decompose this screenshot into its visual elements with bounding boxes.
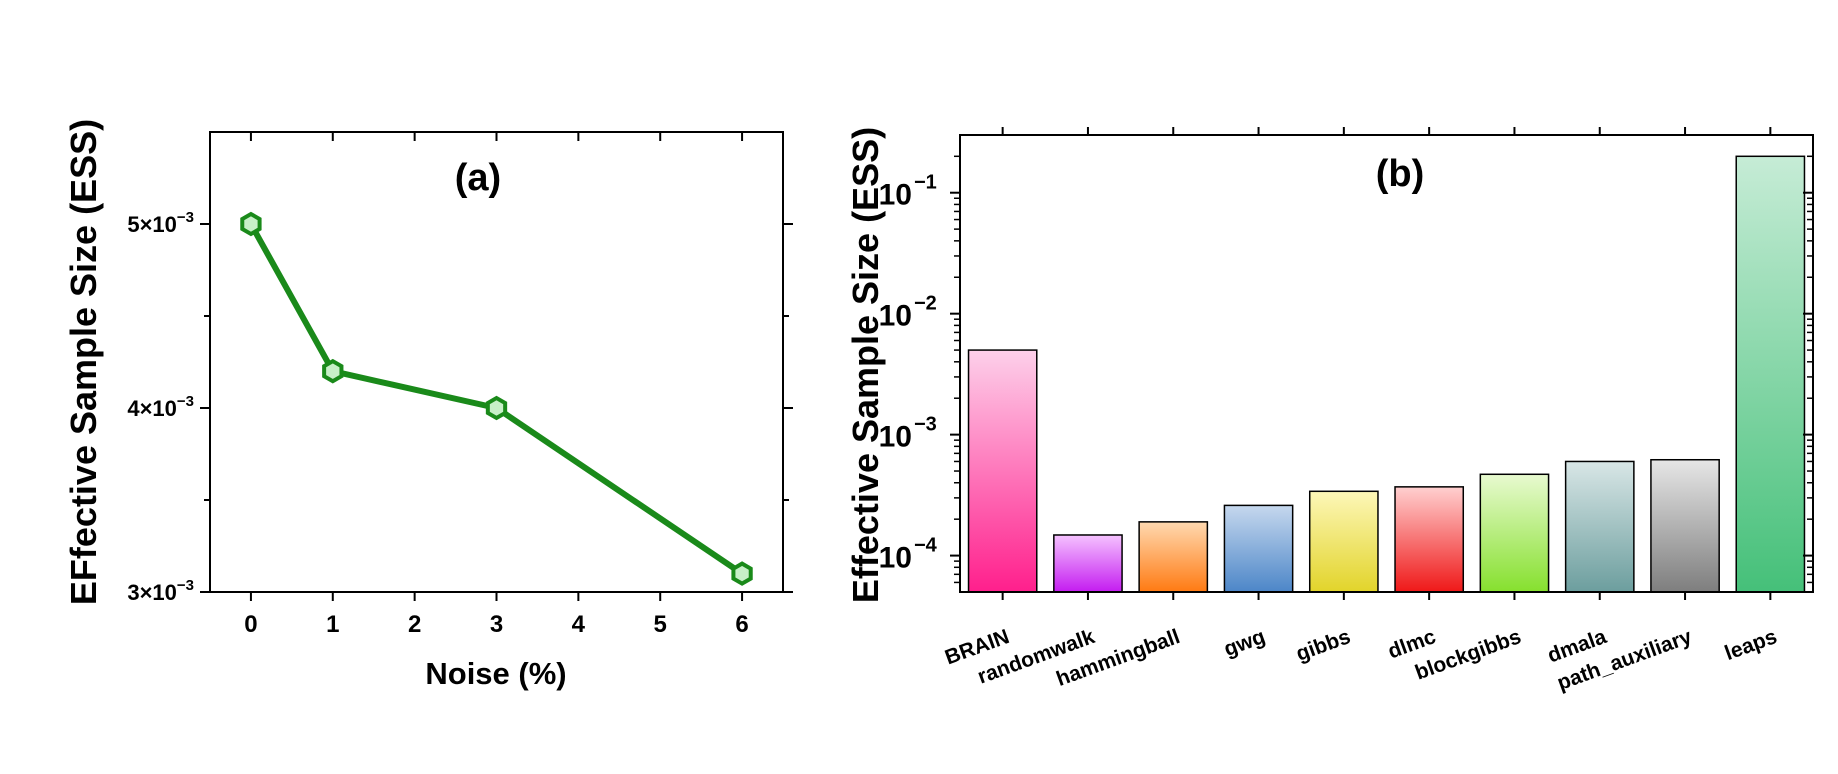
x-tick-label: 0	[244, 611, 257, 638]
panel-a-x-axis-label: Noise (%)	[425, 656, 566, 691]
bar-blockgibbs	[1479, 473, 1550, 593]
bar-dlmc	[1394, 486, 1465, 593]
x-tick-label: gwg	[1221, 625, 1268, 661]
bar-randomwalk	[1053, 534, 1123, 593]
y-tick-exponent: −2	[914, 293, 937, 315]
panel-b-title: (b)	[1376, 153, 1425, 195]
series-line	[248, 222, 744, 577]
panel-b-y-axis: 10−410−310−210−1	[879, 155, 1813, 584]
x-tick-label: 4	[572, 611, 586, 638]
panel-b-frame	[959, 134, 1814, 593]
y-tick-label: 10	[879, 542, 912, 575]
bar-gwg	[1223, 504, 1294, 593]
y-tick-label: 4×10−3	[127, 393, 194, 421]
bar-path_auxiliary	[1650, 458, 1720, 593]
panel-a-plot-area	[240, 211, 753, 586]
panel-b-y-axis-label: Effective Sample Size (ESS)	[845, 127, 886, 603]
x-tick-label: 5	[654, 611, 667, 638]
x-tick-label: leaps	[1722, 625, 1780, 665]
y-tick-exponent: −3	[914, 414, 937, 436]
data-point	[322, 358, 344, 384]
y-tick-label: 10	[879, 421, 912, 454]
panel-a-x-axis: 0 1 2 3 4 5 6	[244, 132, 749, 638]
bar-dmala	[1564, 460, 1635, 593]
panel-b: 10−410−310−210−1 BRAINrandomwalkhammingb…	[845, 127, 1814, 695]
panel-a-y-axis-label: EFfective Sample Size (ESS)	[63, 119, 104, 605]
data-point	[485, 395, 508, 421]
y-tick-exponent: −4	[914, 535, 938, 557]
bar-hammingball	[1138, 521, 1209, 593]
y-tick-exponent: −1	[914, 172, 937, 194]
data-point	[240, 211, 262, 237]
x-tick-label: gibbs	[1293, 625, 1353, 666]
y-tick-label: 10	[879, 300, 912, 333]
x-tick-label: 6	[735, 611, 748, 638]
y-tick-label: 10	[879, 179, 912, 212]
x-tick-label: 2	[408, 611, 421, 638]
bar-gibbs	[1308, 490, 1379, 593]
panel-a: 0 1 2 3 4 5 6 3×10−3 4×10−3 5×10−3 (a) Noise (%)…	[63, 119, 793, 691]
bar-leaps	[1735, 155, 1806, 593]
panel-a-y-axis: 3×10−3 4×10−3 5×10−3	[127, 209, 793, 605]
panel-a-frame	[209, 131, 784, 593]
data-point	[731, 561, 753, 586]
y-tick-label: 5×10−3	[127, 209, 194, 237]
x-tick-label: 1	[326, 611, 339, 638]
panel-a-title: (a)	[455, 157, 501, 199]
panel-b-plot-area	[967, 155, 1806, 593]
bar-BRAIN	[967, 349, 1038, 593]
x-tick-label: 3	[490, 611, 503, 638]
y-tick-label: 3×10−3	[127, 577, 194, 605]
